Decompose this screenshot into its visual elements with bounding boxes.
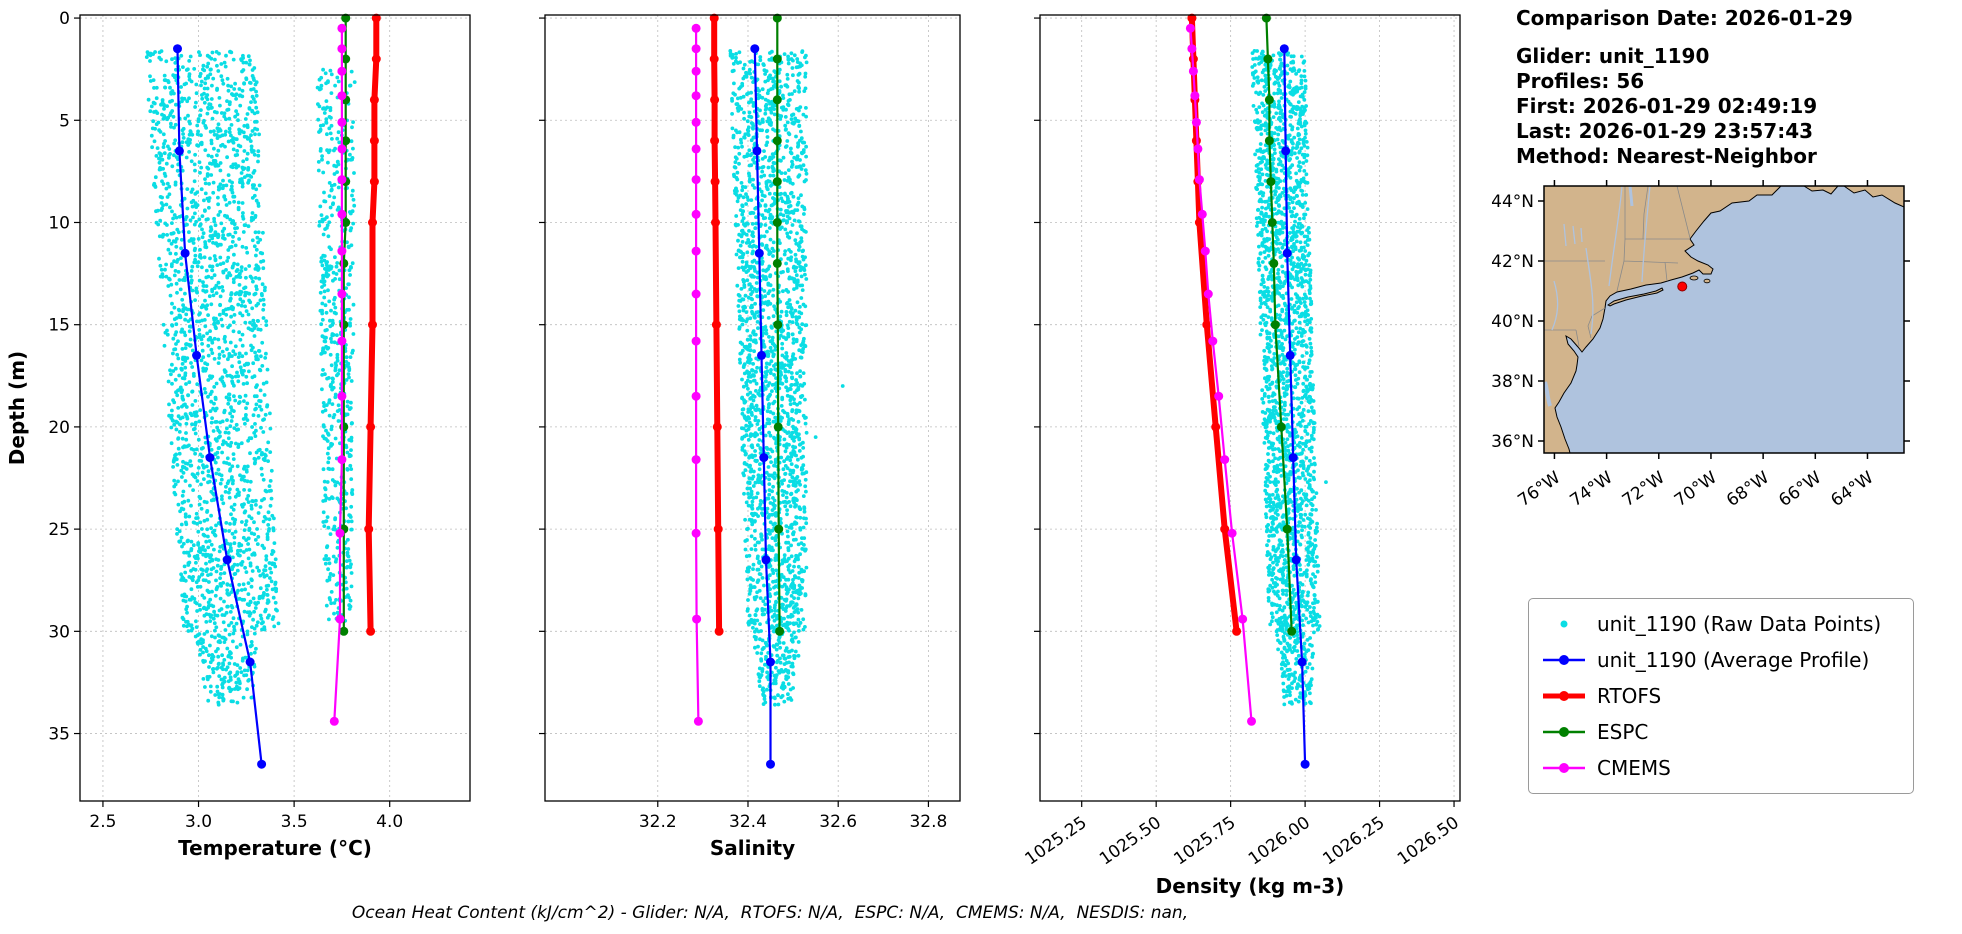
temperature-axis-label: Temperature (°C): [178, 836, 372, 860]
svg-text:4.0: 4.0: [376, 812, 403, 832]
rtofs-profile-line: [709, 13, 724, 636]
map-lon-tick-label: 68°W: [1723, 468, 1773, 511]
legend: unit_1190 (Raw Data Points) unit_1190 (Av…: [1528, 598, 1914, 794]
marthas-vineyard-island: [1689, 275, 1699, 281]
rtofs-legend-marker: [1543, 691, 1585, 701]
cmems-profile-line: [1185, 23, 1256, 726]
svg-text:3.5: 3.5: [281, 812, 308, 832]
map-lon-tick-label: 64°W: [1827, 468, 1877, 511]
svg-text:0: 0: [59, 9, 70, 29]
nantucket-island: [1703, 278, 1711, 284]
espc-profile-line: [1261, 13, 1297, 636]
first-profile-time-text: First: 2026-01-29 02:49:19: [1516, 94, 1818, 118]
espc-legend-marker: [1543, 727, 1585, 737]
legend-item-cmems: CMEMS: [1541, 751, 1901, 785]
profile-plots: 2.5 3.0 3.5 4.0 0 5 10 15 20 25 30 35 Temperature (°…: [5, 9, 1463, 898]
depth-tick-labels: [539, 17, 545, 735]
rtofs-profile-line: [364, 13, 381, 636]
glider_avg-profile-line: [173, 44, 267, 769]
map-lat-tick-label: 40°N: [1491, 312, 1534, 332]
map-rivers: [1543, 185, 1651, 407]
plot-frame: [1039, 14, 1461, 802]
glider_raw-legend-marker: [1560, 620, 1568, 628]
salinity-axis-label: Salinity: [710, 836, 795, 860]
espc-profile-line: [772, 13, 785, 636]
info-spacer: [1516, 31, 1853, 44]
salinity-plot: 32.2 32.4 32.6 32.8 Salinity: [539, 13, 961, 860]
svg-text:3.0: 3.0: [185, 812, 212, 832]
method-text: Method: Nearest-Neighbor: [1516, 144, 1817, 168]
depth-tick-labels: 0 5 10 15 20 25 30 35: [48, 9, 80, 745]
x-tick-labels: 32.2 32.4 32.6 32.8: [639, 801, 947, 832]
map-lon-tick-label: 76°W: [1514, 468, 1564, 511]
legend-item-label: ESPC: [1597, 720, 1649, 744]
location-map: 44°N 42°N 40°N 38°N 36°N 76°W 74°W 72°W 70°W 68°W…: [1491, 180, 1910, 511]
map-lat-tick-label: 44°N: [1491, 192, 1534, 212]
map-lon-tick-label: 72°W: [1619, 468, 1669, 511]
profiles-count-text: Profiles: 56: [1516, 69, 1645, 93]
glider-raw-scatter: [144, 49, 357, 707]
long-island: [1607, 287, 1664, 307]
legend-item-label: unit_1190 (Average Profile): [1597, 648, 1870, 672]
map-lat-tick-label: 38°N: [1491, 372, 1534, 392]
glider_avg-profile-line: [750, 44, 775, 769]
legend-item-glider_avg: unit_1190 (Average Profile): [1541, 643, 1901, 677]
glider_avg-profile-line: [1279, 44, 1310, 769]
map-lon-tick-label: 70°W: [1671, 468, 1721, 511]
ohc-caption: Ocean Heat Content (kJ/cm^2) - Glider: N…: [351, 903, 1189, 923]
svg-text:25: 25: [48, 520, 70, 540]
map-land: [1543, 185, 1905, 454]
svg-text:2.5: 2.5: [89, 812, 116, 832]
x-tick-labels: 1025.25 1025.50 1025.75 1026.00 1026.25 1026.…: [1022, 801, 1463, 869]
last-profile-time-text: Last: 2026-01-29 23:57:43: [1516, 119, 1814, 143]
density-plot: 1025.25 1025.50 1025.75 1026.00 1026.25 1026.…: [1022, 13, 1463, 898]
legend-item-espc: ESPC: [1541, 715, 1901, 749]
map-lat-tick-label: 42°N: [1491, 252, 1534, 272]
glider-location-marker: [1677, 281, 1688, 292]
glider_avg-legend-marker: [1543, 655, 1585, 665]
map-state-borders: [1544, 185, 1691, 347]
legend-item-label: CMEMS: [1597, 756, 1671, 780]
cmems-legend-marker: [1543, 763, 1585, 773]
info-panel: Comparison Date: 2026-01-29 Glider: unit…: [1516, 6, 1853, 169]
legend-item-glider_raw: unit_1190 (Raw Data Points): [1541, 607, 1901, 641]
comparison-date-text: Comparison Date: 2026-01-29: [1516, 6, 1853, 30]
map-lon-tick-label: 74°W: [1567, 468, 1617, 511]
depth-tick-labels: [1034, 17, 1040, 735]
svg-text:10: 10: [48, 213, 70, 233]
svg-text:5: 5: [59, 111, 70, 131]
legend-item-label: unit_1190 (Raw Data Points): [1597, 612, 1882, 636]
svg-text:20: 20: [48, 418, 70, 438]
map-lon-tick-label: 66°W: [1775, 468, 1825, 511]
x-tick-labels: 2.5 3.0 3.5 4.0: [89, 801, 403, 832]
cmems-profile-line: [691, 23, 703, 726]
legend-item-rtofs: RTOFS: [1541, 679, 1901, 713]
depth-axis-label: Depth (m): [5, 351, 29, 465]
temperature-plot: 2.5 3.0 3.5 4.0 0 5 10 15 20 25 30 35 Temperature (°…: [48, 9, 471, 860]
plot-frame: [544, 14, 961, 802]
map-frame: [1543, 185, 1905, 454]
legend-item-label: RTOFS: [1597, 684, 1662, 708]
svg-text:15: 15: [48, 316, 70, 336]
plot-frame: [79, 14, 471, 802]
map-lat-tick-label: 36°N: [1491, 432, 1534, 452]
density-axis-label: Density (kg m-3): [1156, 874, 1345, 898]
glider-name-text: Glider: unit_1190: [1516, 44, 1710, 68]
cmems-profile-line: [329, 23, 347, 726]
gridlines: [545, 15, 960, 801]
svg-text:35: 35: [48, 725, 70, 745]
svg-text:30: 30: [48, 622, 70, 642]
